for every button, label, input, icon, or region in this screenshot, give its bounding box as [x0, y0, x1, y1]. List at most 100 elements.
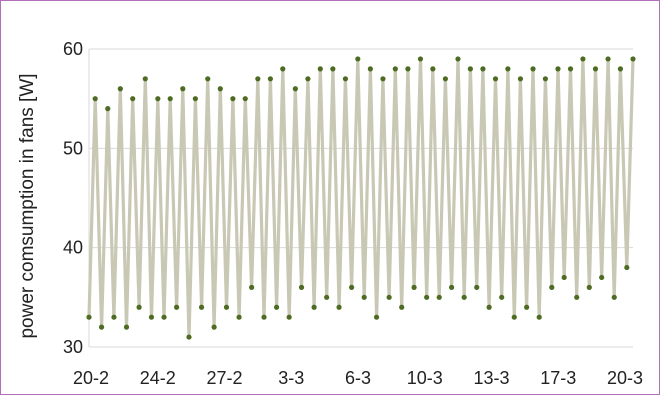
data-point	[542, 76, 548, 82]
x-tick-label: 24-2	[140, 368, 176, 388]
data-point	[492, 76, 499, 82]
data-point	[367, 66, 373, 72]
data-point	[561, 274, 567, 281]
data-point	[355, 56, 361, 62]
data-point	[430, 66, 436, 72]
data-point	[117, 86, 123, 92]
data-point	[305, 76, 311, 82]
data-point	[524, 304, 530, 310]
data-point	[192, 96, 198, 102]
data-point	[486, 304, 492, 310]
data-point	[586, 284, 592, 290]
data-point	[242, 96, 248, 102]
y-tick-labels: 30 40 50 60	[63, 39, 83, 357]
x-tick-label: 20-3	[607, 368, 643, 388]
series-line	[87, 57, 635, 339]
data-point	[480, 66, 486, 72]
x-tick-labels: 20-2 24-2 27-2 3-3 6-3 10-3 13-3 17-3 20-3	[73, 368, 643, 388]
series-layer	[86, 56, 636, 340]
x-tick-label: 17-3	[540, 368, 576, 388]
data-point	[336, 304, 342, 310]
data-point	[280, 66, 286, 72]
data-point	[98, 324, 105, 330]
data-point	[123, 324, 130, 330]
data-point	[186, 334, 192, 340]
data-point	[330, 66, 336, 72]
data-point	[223, 304, 230, 310]
data-point	[142, 76, 148, 82]
data-point	[174, 304, 180, 310]
data-point	[530, 66, 536, 72]
data-point	[148, 314, 155, 320]
data-point	[286, 314, 292, 320]
data-point	[592, 66, 599, 72]
data-point	[574, 294, 580, 300]
y-tick-label: 40	[63, 238, 83, 258]
data-point	[211, 324, 217, 330]
data-point	[311, 304, 317, 310]
data-point	[605, 56, 611, 62]
data-point	[273, 304, 280, 310]
data-point	[317, 66, 323, 72]
data-point	[611, 294, 617, 300]
data-point	[617, 66, 624, 72]
data-point	[461, 294, 467, 300]
data-point	[455, 56, 461, 62]
data-point	[549, 284, 555, 290]
data-point	[92, 96, 98, 102]
data-point	[161, 314, 167, 320]
data-point	[155, 96, 161, 102]
data-point	[298, 284, 305, 290]
data-point	[567, 66, 574, 72]
data-point	[599, 274, 605, 281]
data-point	[217, 86, 223, 92]
data-point	[180, 86, 186, 92]
x-tick-label: 3-3	[278, 368, 304, 388]
data-point	[261, 314, 267, 320]
y-tick-label: 50	[63, 138, 83, 158]
data-point	[136, 304, 142, 310]
data-point	[474, 284, 480, 290]
data-point	[517, 76, 524, 82]
x-tick-label: 10-3	[407, 368, 443, 388]
x-tick-label: 13-3	[473, 368, 509, 388]
data-point	[236, 314, 242, 320]
data-point	[536, 314, 542, 320]
data-point	[198, 304, 205, 310]
x-tick-label: 20-2	[73, 368, 109, 388]
data-point	[449, 284, 455, 290]
data-point	[624, 264, 630, 271]
y-axis-label: power comsumption in fans [W]	[17, 73, 38, 338]
data-point	[467, 66, 473, 72]
data-point	[386, 294, 392, 300]
data-point	[324, 294, 330, 300]
data-point	[361, 294, 367, 300]
data-point	[499, 294, 505, 300]
data-point	[505, 66, 511, 72]
data-point	[111, 314, 117, 320]
data-point	[205, 76, 211, 82]
y-tick-label: 60	[63, 39, 83, 59]
data-point	[630, 56, 636, 62]
data-point	[130, 96, 136, 102]
data-point	[342, 76, 349, 82]
x-tick-label: 6-3	[345, 368, 371, 388]
data-point	[349, 284, 355, 290]
x-tick-label: 27-2	[206, 368, 242, 388]
data-point	[555, 66, 561, 72]
data-point	[392, 66, 398, 72]
data-point	[230, 96, 236, 102]
data-point	[249, 284, 255, 290]
data-point	[442, 76, 449, 82]
data-point	[511, 314, 517, 320]
data-point	[417, 56, 424, 62]
data-point	[424, 294, 430, 300]
data-point	[399, 304, 405, 310]
data-point	[373, 314, 380, 320]
data-point	[580, 56, 586, 62]
data-point	[167, 96, 173, 102]
data-point	[255, 76, 261, 82]
data-point	[436, 294, 442, 300]
data-point	[105, 106, 111, 112]
